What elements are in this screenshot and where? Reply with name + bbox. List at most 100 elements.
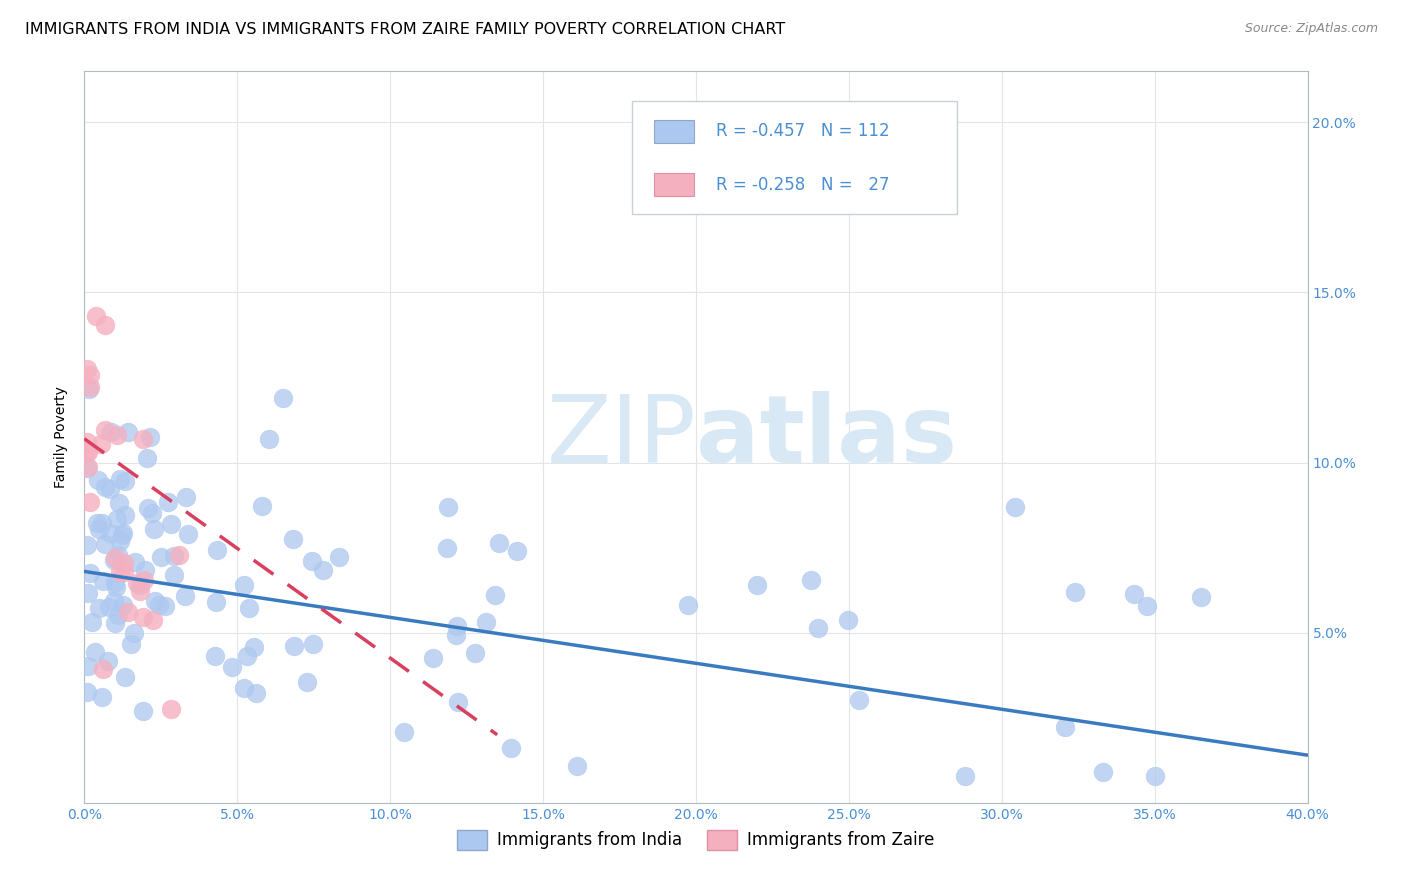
Point xyxy=(98,525,121,540)
Point xyxy=(77,659,100,673)
Point xyxy=(132,704,155,718)
Point xyxy=(506,544,529,558)
Point xyxy=(141,506,163,520)
Point xyxy=(446,619,468,633)
Point xyxy=(84,645,107,659)
Point xyxy=(76,461,98,475)
Point xyxy=(132,573,155,587)
Text: atlas: atlas xyxy=(696,391,957,483)
Point xyxy=(112,565,135,579)
Point xyxy=(76,361,98,376)
Point xyxy=(76,685,98,699)
Point xyxy=(163,549,186,563)
Point xyxy=(1122,586,1144,600)
Point xyxy=(84,309,107,323)
Point xyxy=(105,580,128,594)
Point xyxy=(129,583,152,598)
Point xyxy=(205,595,228,609)
Point xyxy=(79,379,101,393)
FancyBboxPatch shape xyxy=(654,120,693,143)
Point xyxy=(76,537,98,551)
Point xyxy=(302,637,325,651)
Point xyxy=(91,574,114,589)
Point xyxy=(98,482,121,496)
Point xyxy=(87,522,110,536)
Text: Source: ZipAtlas.com: Source: ZipAtlas.com xyxy=(1244,22,1378,36)
Point xyxy=(1189,590,1212,604)
Point xyxy=(173,589,195,603)
Point xyxy=(162,567,184,582)
Y-axis label: Family Poverty: Family Poverty xyxy=(55,386,69,488)
Point xyxy=(77,585,100,599)
Point xyxy=(156,495,179,509)
Point xyxy=(117,605,139,619)
Point xyxy=(446,695,468,709)
Point xyxy=(142,613,165,627)
Point xyxy=(131,610,153,624)
Point xyxy=(100,425,122,440)
Point xyxy=(676,598,699,612)
Point xyxy=(392,725,415,739)
Point xyxy=(953,768,976,782)
Point xyxy=(250,499,273,513)
Point xyxy=(111,525,134,540)
Point xyxy=(111,598,134,612)
Point xyxy=(436,541,458,556)
Point xyxy=(848,693,870,707)
Point xyxy=(114,670,136,684)
Point xyxy=(93,663,115,677)
Point xyxy=(177,526,200,541)
Point xyxy=(221,659,243,673)
Point xyxy=(174,490,197,504)
Point xyxy=(281,532,304,546)
Point xyxy=(475,615,498,629)
Point xyxy=(160,516,183,531)
Point xyxy=(283,639,305,653)
Point xyxy=(104,550,127,565)
Point xyxy=(236,649,259,664)
Point xyxy=(114,508,136,522)
Point xyxy=(1004,500,1026,514)
Point xyxy=(800,573,823,587)
Point xyxy=(464,647,486,661)
Point xyxy=(110,528,132,542)
Point xyxy=(160,701,183,715)
Point xyxy=(86,473,108,487)
Point xyxy=(104,615,127,630)
Text: R = -0.457   N = 112: R = -0.457 N = 112 xyxy=(716,122,889,140)
Point xyxy=(87,601,110,615)
Point xyxy=(108,471,131,485)
Point xyxy=(233,681,256,695)
Point xyxy=(232,578,254,592)
Point xyxy=(1091,764,1114,779)
Point xyxy=(107,548,129,562)
Point xyxy=(108,533,131,548)
Point xyxy=(103,574,125,589)
Legend: Immigrants from India, Immigrants from Zaire: Immigrants from India, Immigrants from Z… xyxy=(450,823,942,856)
Point xyxy=(149,549,172,564)
Point xyxy=(128,578,150,592)
Point xyxy=(238,601,260,615)
Point xyxy=(136,450,159,465)
Point xyxy=(93,480,115,494)
Point xyxy=(112,556,135,570)
Point xyxy=(745,578,768,592)
FancyBboxPatch shape xyxy=(633,101,956,214)
Point xyxy=(76,444,98,458)
Point xyxy=(567,759,589,773)
Point xyxy=(243,640,266,654)
Point xyxy=(301,554,323,568)
Point xyxy=(143,521,166,535)
Point xyxy=(328,550,350,565)
Point xyxy=(77,460,100,475)
Point xyxy=(131,432,153,446)
Point xyxy=(806,621,828,635)
Point xyxy=(1054,721,1077,735)
Point xyxy=(108,496,131,510)
Point xyxy=(76,434,98,449)
Point xyxy=(90,516,112,531)
Point xyxy=(444,628,467,642)
Point xyxy=(107,607,129,622)
Point xyxy=(103,594,125,608)
Point xyxy=(257,432,280,446)
